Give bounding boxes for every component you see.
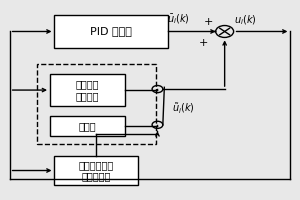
- Text: 保持器: 保持器: [79, 121, 96, 131]
- Text: $\tilde{u}_{i}(k)$: $\tilde{u}_{i}(k)$: [172, 101, 195, 116]
- Text: 基于规则推理
的切换机制: 基于规则推理 的切换机制: [79, 160, 114, 181]
- Text: $\bar{u}_{i}(k)$: $\bar{u}_{i}(k)$: [167, 12, 190, 26]
- Text: PID 控制器: PID 控制器: [90, 26, 132, 36]
- FancyBboxPatch shape: [54, 15, 168, 48]
- Text: 未建模动
态补偿器: 未建模动 态补偿器: [76, 79, 99, 101]
- FancyBboxPatch shape: [50, 74, 124, 106]
- Text: +: +: [199, 38, 208, 48]
- Text: $u_{i}(k)$: $u_{i}(k)$: [234, 13, 257, 27]
- Text: +: +: [203, 17, 213, 27]
- FancyBboxPatch shape: [50, 116, 124, 136]
- FancyBboxPatch shape: [54, 156, 138, 185]
